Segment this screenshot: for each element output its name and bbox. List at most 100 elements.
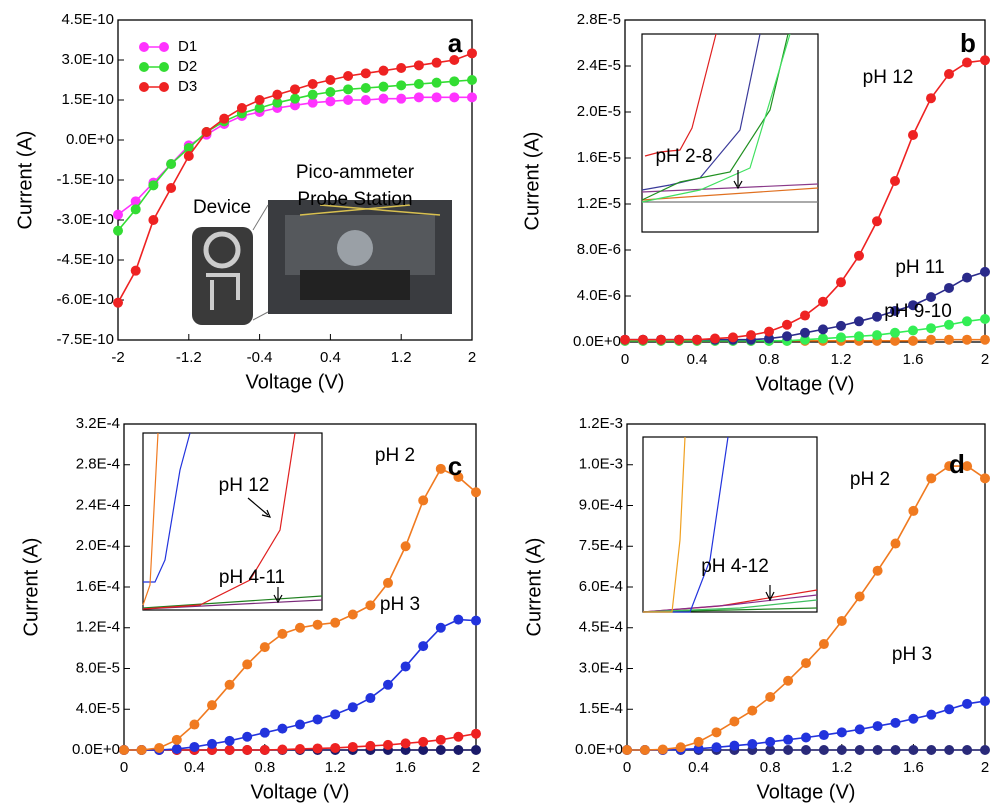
y-tick-label: -7.5E-10 <box>56 331 114 348</box>
x-tick-label: 0 <box>621 351 629 368</box>
data-point <box>854 316 864 327</box>
data-point <box>330 709 341 720</box>
panel-label: a <box>448 28 463 58</box>
y-tick-label: 1.2E-5 <box>577 195 621 212</box>
x-tick-label: 1.6 <box>903 759 924 776</box>
data-point <box>343 84 354 95</box>
data-point <box>638 334 648 345</box>
data-point <box>764 326 774 337</box>
data-point <box>693 736 704 747</box>
data-point <box>365 600 376 611</box>
data-point <box>236 103 247 113</box>
data-point <box>418 745 429 755</box>
y-tick-label: 1.2E-4 <box>76 619 120 636</box>
data-point <box>890 745 901 755</box>
legend-swatch <box>159 42 169 52</box>
data-point <box>396 63 407 73</box>
data-point <box>325 75 336 85</box>
data-point <box>471 615 481 626</box>
y-axis-title: Current (A) <box>521 132 543 231</box>
data-point <box>449 55 460 65</box>
data-point <box>290 84 300 95</box>
data-point <box>818 745 829 755</box>
data-point <box>166 183 177 193</box>
x-tick-label: 2 <box>472 759 480 776</box>
x-tick-label: 1.6 <box>903 351 924 368</box>
legend-label: D1 <box>178 38 197 55</box>
data-point <box>962 745 973 755</box>
data-point <box>224 679 235 690</box>
data-point <box>729 740 740 751</box>
x-tick-label: 0.4 <box>687 351 708 368</box>
data-point <box>295 743 305 754</box>
data-point <box>413 60 424 71</box>
data-point <box>747 705 758 716</box>
y-tick-label: 1.5E-4 <box>579 700 623 717</box>
y-tick-label: 4.0E-6 <box>577 287 621 304</box>
data-point <box>467 48 477 59</box>
data-point <box>400 738 411 749</box>
data-point <box>224 745 235 755</box>
data-point <box>360 83 371 93</box>
y-tick-label: -1.5E-10 <box>56 171 114 188</box>
y-tick-label: 4.5E-4 <box>579 619 623 636</box>
data-point <box>872 330 882 341</box>
data-point <box>295 622 305 633</box>
y-tick-label: 0.0E+0 <box>66 131 114 148</box>
data-point <box>747 739 758 750</box>
data-point <box>148 215 159 225</box>
data-point <box>926 709 937 720</box>
data-point <box>431 92 442 103</box>
y-axis-title: Current (A) <box>523 538 545 637</box>
x-tick-label: -1.2 <box>176 349 202 366</box>
y-tick-label: 2.0E-4 <box>76 537 120 554</box>
data-point <box>113 297 123 308</box>
data-point <box>944 461 955 472</box>
series-line <box>117 96 472 216</box>
data-point <box>383 577 393 588</box>
data-point <box>400 661 411 672</box>
y-tick-label: 3.0E-10 <box>61 51 114 68</box>
data-point <box>431 77 442 88</box>
data-point <box>926 745 937 755</box>
y-tick-label: 1.5E-10 <box>61 91 114 108</box>
data-point <box>378 93 389 104</box>
data-point <box>908 505 919 516</box>
data-point <box>622 745 632 755</box>
data-point <box>435 622 446 633</box>
y-tick-label: 8.0E-6 <box>577 241 621 258</box>
data-point <box>347 702 358 713</box>
x-tick-label: -0.4 <box>247 349 273 366</box>
x-tick-label: 0 <box>623 759 631 776</box>
data-point <box>365 693 376 704</box>
data-point <box>113 225 123 236</box>
y-tick-label: -6.0E-10 <box>56 291 114 308</box>
data-point <box>224 735 235 746</box>
data-point <box>692 334 702 345</box>
x-tick-label: -2 <box>111 349 124 366</box>
data-point <box>189 741 200 752</box>
data-point <box>343 95 354 105</box>
data-point <box>890 717 901 728</box>
inset-c <box>142 432 323 611</box>
plot-frame <box>123 423 477 751</box>
y-tick-label: 0.0E+0 <box>573 333 621 350</box>
data-point <box>383 739 393 750</box>
data-point <box>312 714 323 725</box>
data-point <box>711 727 722 738</box>
x-tick-label: 0.4 <box>184 759 205 776</box>
y-tick-label: 2.4E-5 <box>577 57 621 74</box>
data-point <box>201 127 212 137</box>
x-tick-label: 0 <box>120 759 128 776</box>
data-point <box>836 277 846 288</box>
data-point <box>259 727 270 738</box>
data-point <box>449 76 460 87</box>
data-point <box>711 742 722 753</box>
x-tick-label: 2 <box>468 349 476 366</box>
data-point <box>453 731 464 742</box>
data-point <box>325 87 336 97</box>
data-point <box>347 609 358 620</box>
data-point <box>800 327 810 338</box>
data-point <box>962 57 972 68</box>
annotation: pH 3 <box>380 594 420 615</box>
